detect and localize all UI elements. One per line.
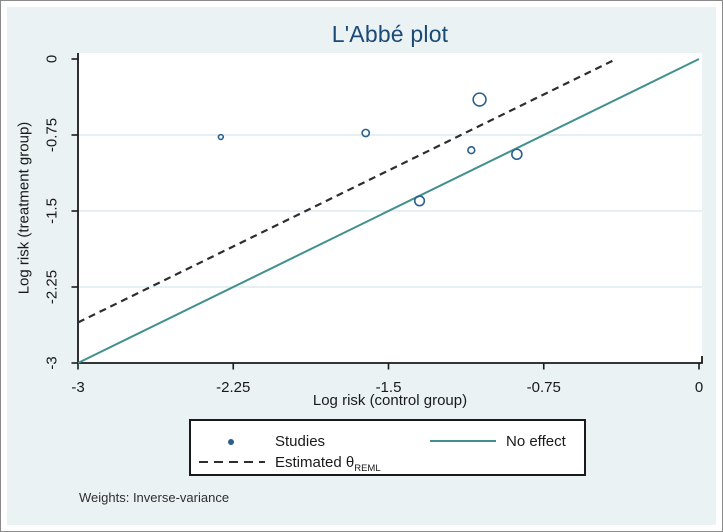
x-axis-label: Log risk (control group) <box>312 392 468 409</box>
x-tick-label: -1.5 <box>376 379 402 396</box>
legend-box: Studies No effect Estimated θREML <box>189 419 586 476</box>
study-point <box>413 195 426 207</box>
x-tick-label: 0 <box>695 379 703 396</box>
y-tick-label: -2.25 <box>43 270 60 304</box>
study-point <box>361 128 371 138</box>
x-tick-label: -2.25 <box>216 379 250 396</box>
x-tick-label: -0.75 <box>527 379 561 396</box>
study-point <box>511 148 523 161</box>
y-tick-label: -0.75 <box>43 118 60 152</box>
x-tick-label: -3 <box>71 379 84 396</box>
legend-no-effect-label: No effect <box>506 433 566 450</box>
y-tick-label: -3 <box>43 356 60 369</box>
legend-estimated-subscript: REML <box>354 463 381 474</box>
legend-studies-label: Studies <box>275 433 326 450</box>
weights-note: Weights: Inverse-variance <box>79 490 230 505</box>
no-effect-line <box>77 58 700 364</box>
legend-estimated-label: Estimated θREML <box>275 454 381 475</box>
study-point <box>472 92 487 107</box>
study-point <box>467 146 476 155</box>
chart-title: L'Abbé plot <box>331 21 449 47</box>
legend-estimated-line-icon <box>199 461 265 463</box>
y-tick-label: 0 <box>43 55 60 63</box>
legend-studies-marker-icon <box>228 439 234 445</box>
y-axis-label: Log risk (treatment group) <box>15 121 33 295</box>
legend-no-effect-line-icon <box>430 440 496 442</box>
estimated-theta-line <box>77 58 617 324</box>
study-point <box>217 133 225 141</box>
axis-lines <box>77 53 703 364</box>
y-tick-label: -1.5 <box>43 198 60 224</box>
